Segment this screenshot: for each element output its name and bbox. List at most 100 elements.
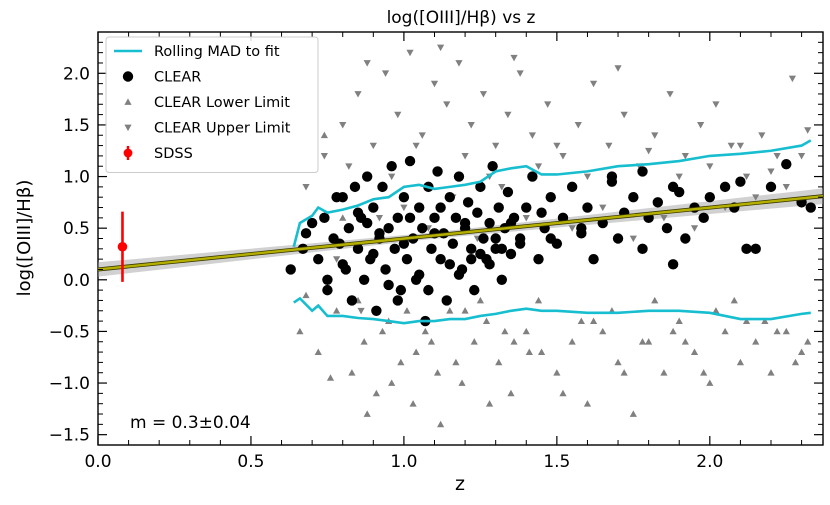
clear-data-point [450,212,462,224]
x-tick-label: 1.0 [390,452,417,472]
clear-data-point [469,284,480,296]
lower-limit-marker [577,317,585,324]
upper-limit-marker [333,256,341,263]
upper-limit-marker [758,132,766,139]
lower-limit-marker [397,358,405,366]
lower-limit-marker [433,369,442,376]
rolling-mad-lower-line [293,296,811,325]
lower-limit-marker [589,317,598,324]
clear-data-point [414,269,425,280]
x-tick-label: 0.0 [84,452,111,472]
lower-limit-marker [645,338,653,345]
sdss-point [117,241,128,252]
clear-data-point [781,158,792,170]
x-tick-label: 2.0 [696,452,723,472]
y-tick-label: −0.5 [49,322,90,342]
y-tick-label: −1.5 [49,426,90,446]
clear-data-point [374,228,385,239]
lower-limit-marker [378,327,387,335]
lower-limit-marker [534,296,543,304]
upper-limit-marker [388,173,396,181]
legend-marker-triangle-down [124,124,132,132]
upper-limit-marker [357,307,365,315]
clear-data-point [346,295,358,306]
clear-data-point [667,259,679,270]
upper-limit-marker [752,194,760,201]
upper-limit-marker [522,214,530,222]
upper-limit-marker [375,214,384,222]
upper-limit-marker [534,163,543,170]
upper-limit-marker [605,142,613,150]
clear-data-point [435,202,446,213]
upper-limit-marker [629,235,637,243]
clear-data-point [383,279,394,291]
clear-data-point [462,197,474,208]
upper-limit-marker [354,91,362,98]
slope-annotation: m = 0.3±0.04 [130,413,251,433]
lower-limit-marker [360,338,368,345]
clear-data-point [628,192,639,203]
y-tick-label: 1.0 [63,168,90,188]
lower-limit-marker [372,389,380,397]
upper-limit-marker [767,168,775,175]
legend: Rolling MAD to fit CLEAR CLEAR Lower Limit… [105,36,319,173]
clear-data-point [300,228,312,239]
clear-data-point [493,202,504,213]
upper-limit-marker [690,225,699,232]
clear-data-point [637,243,648,255]
upper-limit-marker [681,153,689,160]
clear-data-point [661,222,673,234]
clear-data-point [313,253,324,265]
lower-limit-marker [461,307,469,314]
lower-limit-marker [730,296,738,304]
lower-limit-marker [482,317,491,324]
clear-data-point [536,207,547,218]
lower-limit-marker [339,214,347,221]
lower-limit-marker [333,307,341,314]
upper-limit-marker [504,111,512,119]
clear-data-point [386,161,397,172]
upper-limit-marker [645,147,653,155]
lower-limit-marker [427,338,436,345]
clear-data-point [337,259,348,270]
chart-title: log([OIII]/Hβ) vs z [387,8,536,28]
clear-data-point [404,212,416,224]
lower-limit-marker [421,327,429,335]
legend-marker-errorbar-point [123,148,133,158]
clear-data-point [368,202,379,213]
upper-limit-marker [479,91,488,98]
lower-limit-marker [599,327,607,335]
clear-data-point [429,212,440,224]
clear-data-point [545,233,556,244]
lower-limit-marker [437,420,445,428]
clear-data-point [444,192,455,203]
upper-limit-marker [345,163,353,170]
clear-data-point [398,192,410,203]
lower-limit-marker [510,338,518,345]
upper-limit-marker [782,183,790,191]
fit-line [97,194,824,271]
rolling-mad-lines [292,139,812,325]
lower-limit-marker [651,296,659,304]
clear-data-point [514,238,526,249]
y-tick-label: −1.0 [49,374,90,394]
clear-data-point [484,259,495,270]
lower-limit-marker [412,348,420,355]
upper-limit-marker [437,44,445,52]
clear-data-point [389,243,400,255]
upper-limit-marker [544,101,552,108]
legend-marker-triangle-up [124,98,132,105]
upper-limit-marker [583,173,592,181]
upper-limit-marker [697,122,705,129]
upper-limit-marker [675,173,683,181]
lower-limit-marker [458,379,466,386]
sdss-errorbar [117,211,128,282]
x-tick-label: 1.5 [543,452,570,472]
clear-data-point [680,233,691,244]
clear-data-point [352,207,364,218]
clear-data-point [352,243,364,255]
clear-data-point [453,269,465,280]
lower-limit-marker [559,389,567,397]
clear-data-point [377,181,388,193]
